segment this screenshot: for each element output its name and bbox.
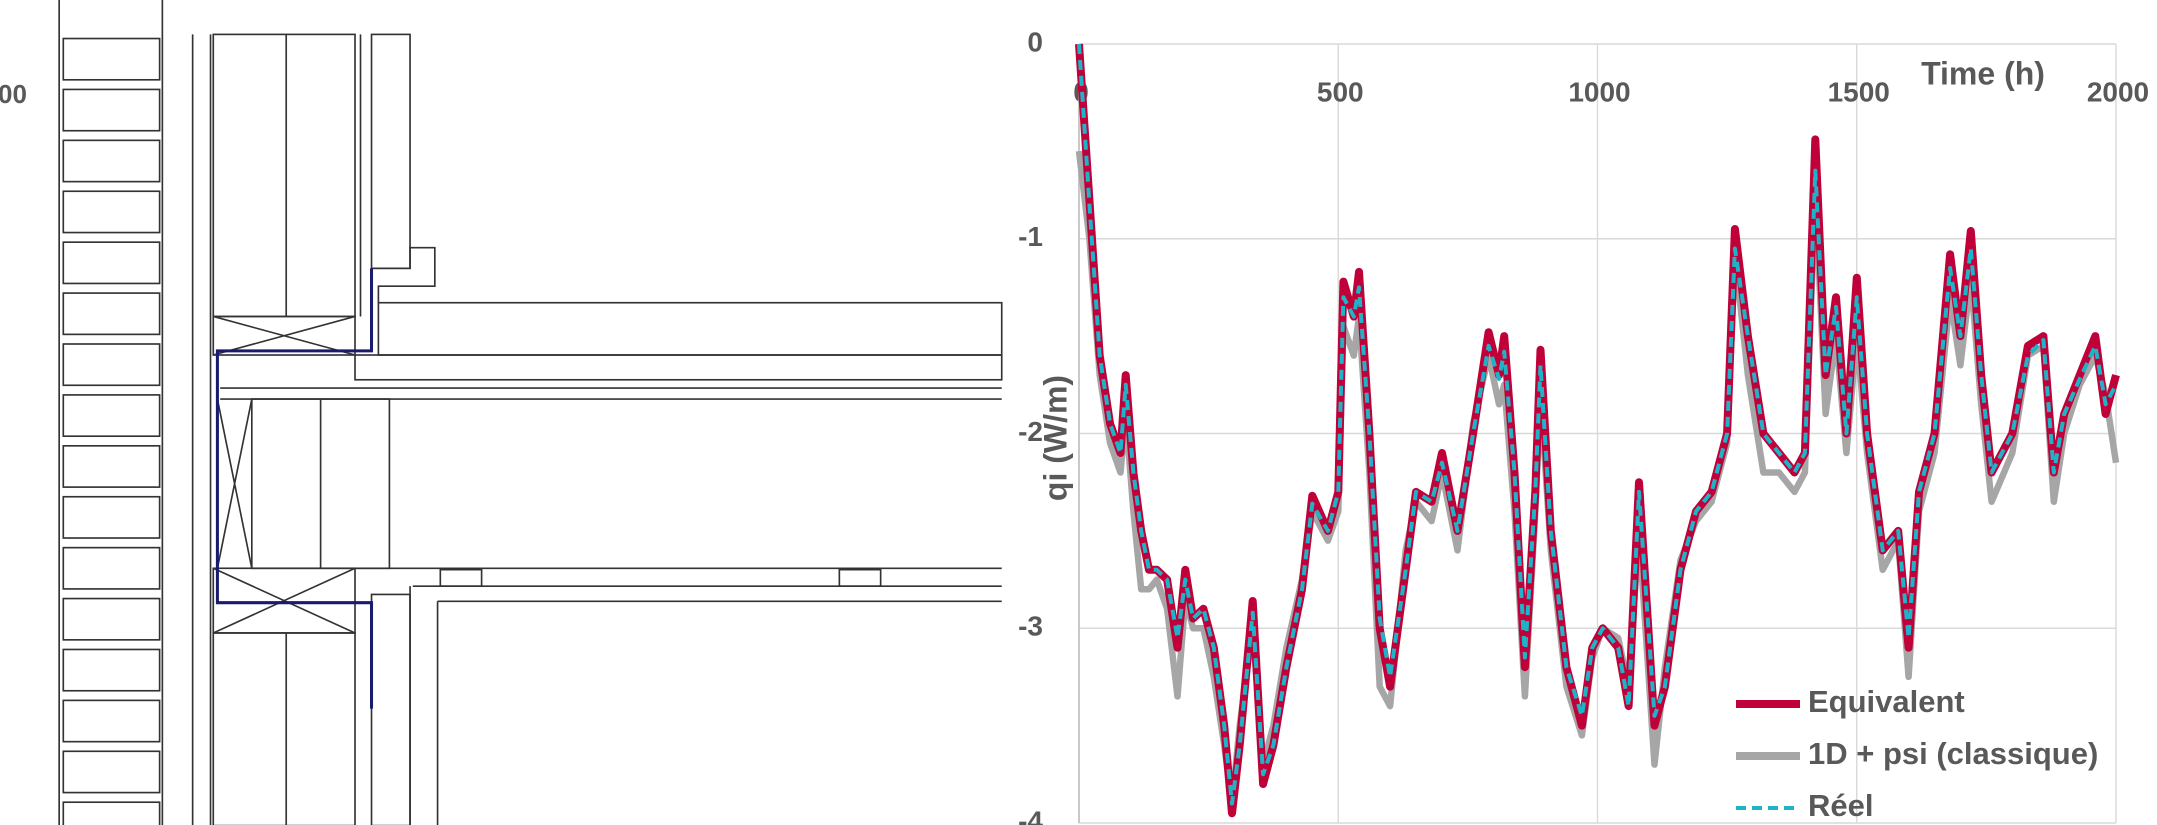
legend-label: Réel	[1808, 788, 1873, 823]
section-drawing	[58, 0, 1003, 825]
x-axis-label: Time (h)	[1921, 55, 2045, 91]
series-line	[1077, 43, 2118, 806]
y-tick-label: -2	[1018, 416, 1043, 447]
y-tick-label: -3	[1018, 611, 1043, 642]
y-tick-label: 0	[1027, 26, 1043, 57]
y-tick-label: -1	[1018, 221, 1043, 252]
y-tick-label: -4	[1018, 805, 1043, 825]
brick-wall	[62, 37, 161, 825]
y-axis-label: qi (W/m)	[1037, 375, 1073, 501]
panel-label: 00	[0, 79, 27, 109]
x-tick-label: 500	[1317, 76, 1364, 107]
legend-label: Equivalent	[1808, 684, 1965, 719]
x-tick-label: 1000	[1568, 76, 1630, 107]
legend-label: 1D + psi (classique)	[1808, 736, 2098, 771]
x-tick-label: 2000	[2087, 76, 2149, 107]
x-tick-label: 1500	[1828, 76, 1890, 107]
